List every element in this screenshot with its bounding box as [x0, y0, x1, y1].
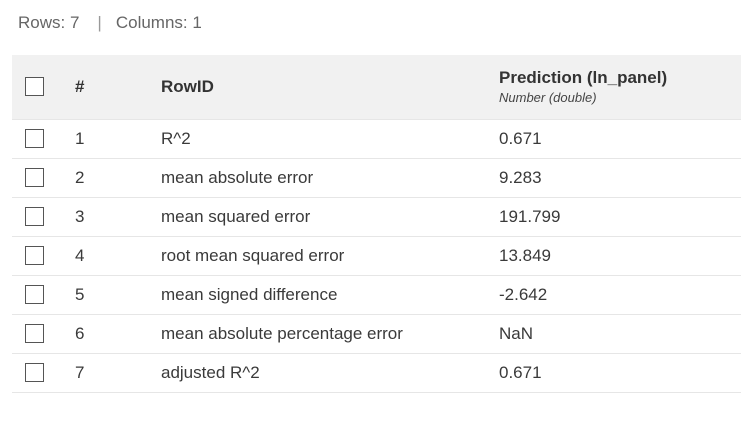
row-value: 13.849 [499, 245, 551, 265]
table-body: 1 R^2 0.671 2 mean absolute error 9.283 … [12, 119, 741, 392]
row-select-cell [12, 353, 68, 392]
row-checkbox[interactable] [25, 324, 44, 343]
row-value: 0.671 [499, 362, 542, 382]
rows-count: Rows: 7 [18, 13, 80, 32]
row-value: 9.283 [499, 167, 542, 187]
row-id: root mean squared error [161, 245, 345, 265]
row-value: 191.799 [499, 206, 561, 226]
data-table: # RowID Prediction (ln_panel) Number (do… [12, 55, 741, 393]
row-select-cell [12, 119, 68, 158]
table-row[interactable]: 2 mean absolute error 9.283 [12, 158, 741, 197]
table-row[interactable]: 3 mean squared error 191.799 [12, 197, 741, 236]
header-select-cell [12, 55, 68, 119]
header-row: # RowID Prediction (ln_panel) Number (do… [12, 55, 741, 119]
row-value: 0.671 [499, 128, 542, 148]
table-row[interactable]: 6 mean absolute percentage error NaN [12, 314, 741, 353]
table-row[interactable]: 5 mean signed difference -2.642 [12, 275, 741, 314]
row-id: mean absolute percentage error [161, 323, 403, 343]
table-row[interactable]: 4 root mean squared error 13.849 [12, 236, 741, 275]
table-header: # RowID Prediction (ln_panel) Number (do… [12, 55, 741, 119]
row-index: 4 [75, 245, 85, 265]
row-index: 1 [75, 128, 85, 148]
table-row[interactable]: 1 R^2 0.671 [12, 119, 741, 158]
row-checkbox[interactable] [25, 129, 44, 148]
columns-count: Columns: 1 [115, 13, 202, 32]
row-checkbox[interactable] [25, 168, 44, 187]
row-id: mean squared error [161, 206, 311, 226]
header-prediction-title: Prediction (ln_panel) [499, 67, 668, 87]
row-id: adjusted R^2 [161, 362, 260, 382]
row-checkbox[interactable] [25, 363, 44, 382]
row-value: -2.642 [499, 284, 548, 304]
row-index: 2 [75, 167, 85, 187]
row-checkbox[interactable] [25, 246, 44, 265]
row-select-cell [12, 314, 68, 353]
row-select-cell [12, 236, 68, 275]
row-id: mean absolute error [161, 167, 314, 187]
row-select-cell [12, 158, 68, 197]
stats-separator: | [97, 13, 102, 32]
header-prediction[interactable]: Prediction (ln_panel) Number (double) [499, 55, 741, 119]
row-checkbox[interactable] [25, 207, 44, 226]
row-index: 6 [75, 323, 85, 343]
header-index[interactable]: # [75, 76, 85, 96]
row-select-cell [12, 275, 68, 314]
header-prediction-type: Number (double) [499, 89, 597, 105]
row-id: R^2 [161, 128, 191, 148]
select-all-checkbox[interactable] [25, 77, 44, 97]
table-stats: Rows: 7 | Columns: 1 [18, 12, 202, 34]
header-rowid[interactable]: RowID [161, 76, 214, 96]
row-index: 7 [75, 362, 85, 382]
row-index: 3 [75, 206, 85, 226]
table-row[interactable]: 7 adjusted R^2 0.671 [12, 353, 741, 392]
row-index: 5 [75, 284, 85, 304]
row-select-cell [12, 197, 68, 236]
row-checkbox[interactable] [25, 285, 44, 304]
row-value: NaN [499, 323, 534, 343]
row-id: mean signed difference [161, 284, 338, 304]
